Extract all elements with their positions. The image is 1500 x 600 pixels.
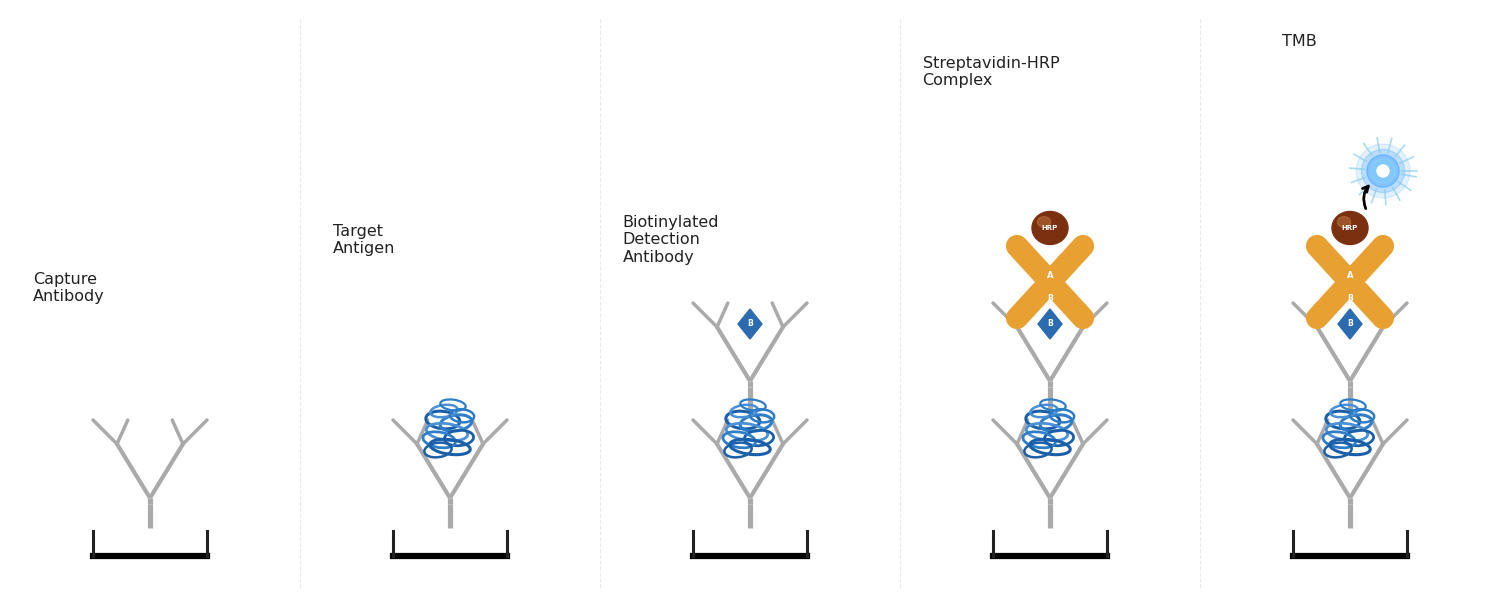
Ellipse shape (1366, 155, 1400, 187)
Ellipse shape (1338, 217, 1350, 227)
Ellipse shape (1372, 160, 1394, 182)
Ellipse shape (1356, 144, 1410, 198)
Text: B: B (1347, 294, 1353, 304)
Text: B: B (1047, 319, 1053, 329)
Ellipse shape (1038, 217, 1050, 227)
Ellipse shape (1362, 149, 1404, 193)
Text: A: A (1347, 271, 1353, 280)
Ellipse shape (1377, 165, 1389, 177)
Text: B: B (1347, 319, 1353, 329)
Text: Biotinylated
Detection
Antibody: Biotinylated Detection Antibody (622, 215, 718, 265)
Ellipse shape (1032, 211, 1068, 245)
Polygon shape (1038, 309, 1062, 339)
Text: HRP: HRP (1342, 225, 1358, 231)
Text: Capture
Antibody: Capture Antibody (33, 272, 105, 304)
Text: TMB: TMB (1282, 34, 1317, 49)
Text: Streptavidin-HRP
Complex: Streptavidin-HRP Complex (922, 56, 1059, 88)
Text: B: B (747, 319, 753, 329)
Polygon shape (738, 309, 762, 339)
Ellipse shape (1332, 211, 1368, 245)
Text: Target
Antigen: Target Antigen (333, 224, 396, 256)
Ellipse shape (1371, 159, 1395, 183)
Text: B: B (1047, 294, 1053, 304)
Text: HRP: HRP (1042, 225, 1058, 231)
Polygon shape (1338, 309, 1362, 339)
Text: A: A (1047, 271, 1053, 280)
